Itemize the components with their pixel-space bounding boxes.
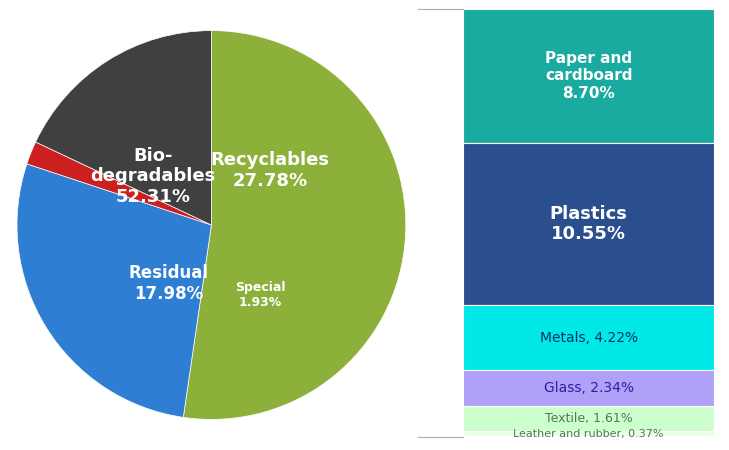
Bar bbox=[463, 305, 714, 370]
Text: Glass, 2.34%: Glass, 2.34% bbox=[544, 381, 634, 395]
Bar bbox=[463, 406, 714, 431]
Text: Recyclables
27.78%: Recyclables 27.78% bbox=[210, 151, 330, 190]
Text: Bio-
degradables
52.31%: Bio- degradables 52.31% bbox=[90, 147, 216, 206]
Text: Metals, 4.22%: Metals, 4.22% bbox=[539, 331, 638, 345]
Bar bbox=[463, 143, 714, 305]
Bar bbox=[463, 9, 714, 143]
Wedge shape bbox=[17, 164, 211, 417]
Text: Textile, 1.61%: Textile, 1.61% bbox=[545, 412, 633, 425]
Wedge shape bbox=[27, 142, 211, 225]
Text: Leather and rubber, 0.37%: Leather and rubber, 0.37% bbox=[513, 429, 664, 439]
Text: Plastics
10.55%: Plastics 10.55% bbox=[550, 205, 628, 243]
Text: Residual
17.98%: Residual 17.98% bbox=[128, 264, 208, 303]
Text: Special
1.93%: Special 1.93% bbox=[235, 281, 285, 309]
Text: Paper and
cardboard
8.70%: Paper and cardboard 8.70% bbox=[545, 51, 633, 101]
Bar bbox=[463, 431, 714, 436]
Wedge shape bbox=[36, 31, 211, 225]
Wedge shape bbox=[183, 31, 406, 419]
Bar bbox=[463, 370, 714, 406]
